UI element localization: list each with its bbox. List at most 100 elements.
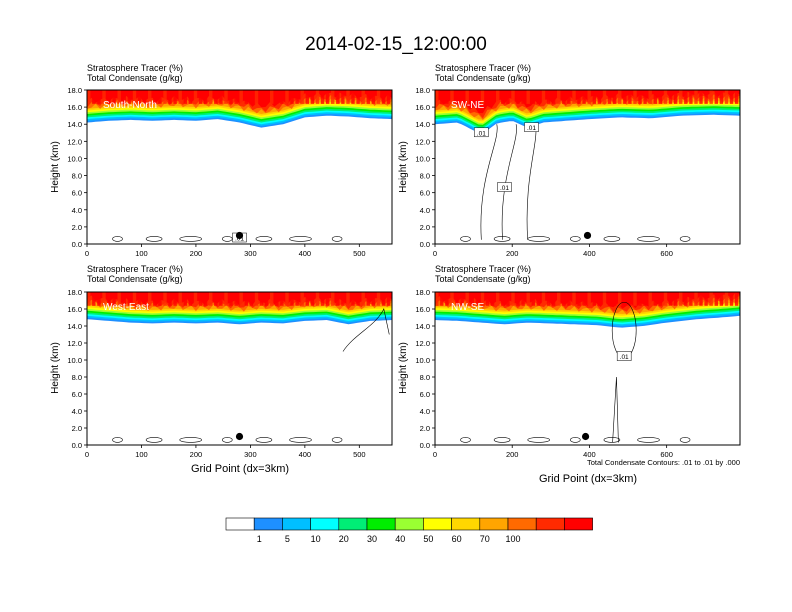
condensate-contour [527,437,551,443]
colorbar-label: 20 [339,534,349,544]
y-tick-label: 10.0 [415,154,430,163]
y-tick-label: 6.0 [420,390,430,399]
condensate-contour [112,437,123,443]
tracer-streak [694,292,698,306]
x-tick-label: 500 [353,249,366,258]
tracer-streak [628,90,632,104]
plot-frame [86,89,393,245]
condensate-contour [331,437,343,443]
tracer-streak [582,292,586,306]
tracer-streak [305,292,309,306]
x-tick-label: 200 [190,450,203,459]
tracer-streak [689,292,693,306]
tracer-streak [209,90,213,104]
plot-area: .01 [87,90,392,244]
tracer-streak [193,292,198,306]
contour-label-box [497,182,512,192]
tracer-streak [249,292,254,306]
colorbar-swatch [282,517,311,531]
tracer-streak [336,90,340,104]
tracer-streak [122,292,126,306]
colorbar-swatch [338,517,368,531]
colorbar-swatch [253,517,283,531]
tracer-streak [587,292,591,306]
tracer-streak [435,292,439,306]
tracer-streak [658,292,663,306]
tracer-streak [341,292,345,306]
condensate-contour [112,236,123,242]
condensate-contour [460,236,471,242]
tracer-streak [567,292,571,306]
tracer-streak [142,90,147,104]
y-tick-label: 18.0 [67,288,82,297]
tracer-streak [127,292,132,306]
tracer-streak [679,292,683,306]
tracer-streak [285,90,289,104]
x-axis-label: Grid Point (dx=3km) [539,473,637,485]
tracer-streak [366,90,370,104]
tracer-streak [280,292,284,306]
tracer-streak [163,292,167,306]
x-tick-label: 400 [299,249,312,258]
tracer-streak [445,90,449,104]
y-tick-label: 4.0 [420,407,430,416]
tracer-streak [112,90,116,104]
tracer-streak [485,292,490,306]
tracer-streak [501,90,505,104]
tracer-streak [607,292,612,306]
tracer-streak [506,292,510,306]
condensate-contour [289,437,312,443]
tracer-streak [234,90,238,104]
tracer-streak [320,292,325,306]
panel-label: SW-NE [451,100,484,111]
colorbar: 1 5 10 20 30 40 50 60 70 100 [225,517,593,544]
y-tick-label: 12.0 [415,137,430,146]
tracer-streak [475,292,480,306]
y-axis-label: Height (km) [398,342,409,394]
panel-subtitle-tracer: Stratosphere Tracer (%) [87,264,183,274]
tracer-streak [356,292,360,306]
tracer-streak [366,292,370,306]
condensate-contour [222,437,233,443]
tracer-streak [254,90,259,104]
tracer-streak [183,90,187,104]
panel-subtitle-tracer: Stratosphere Tracer (%) [87,63,183,73]
tracer-streak [92,90,96,104]
tracer-streak [521,292,525,306]
x-tick-label: 200 [506,450,519,459]
tracer-streak [729,292,734,306]
tracer-streak [638,292,642,306]
tracer-streak [188,90,193,104]
tracer-streak [638,90,642,104]
tracer-streak [275,292,279,306]
panel-subtitle-tracer: Stratosphere Tracer (%) [435,264,531,274]
tracer-streak [209,292,213,306]
tracer-streak [148,292,152,306]
tracer-streak [137,90,142,104]
y-tick-label: 2.0 [72,424,82,433]
tracer-streak [562,292,566,306]
plot-area: .01 .01 .01 [435,90,740,244]
tracer-streak [470,292,474,306]
tracer-streak [219,90,223,104]
y-tick-label: 18.0 [67,86,82,95]
panel-label: West-East [103,302,149,313]
tracer-streak [97,90,101,104]
tracer-streak [572,90,576,104]
tracer-streak [496,292,500,306]
tracer-streak [714,292,718,306]
contour-label: .01 [527,125,536,132]
condensate-contour [289,236,312,242]
tracer-streak [699,292,703,306]
plot-area [87,292,392,445]
x-tick-label: 600 [660,450,673,459]
tracer-streak [597,90,602,104]
y-axis-label: Height (km) [50,342,61,394]
location-marker [235,432,244,441]
tracer-streak [361,90,365,104]
tracer-streak [132,292,137,306]
condensate-contour [679,236,691,242]
contour-label-box [616,351,632,361]
tracer-streak [648,292,652,306]
tracer-streak [87,90,91,104]
